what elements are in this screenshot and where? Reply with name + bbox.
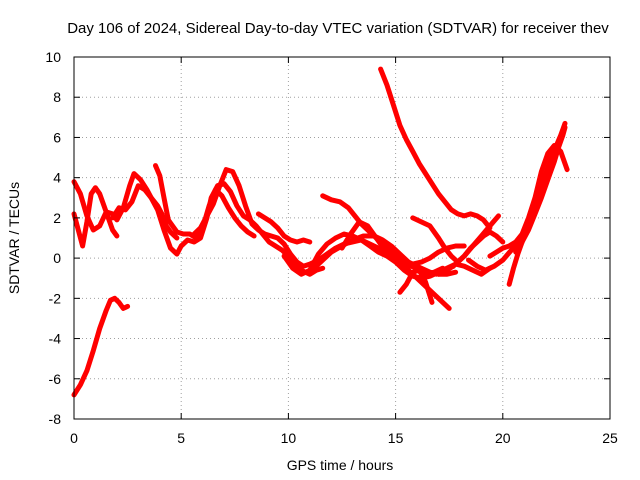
- y-tick-label: 6: [53, 129, 61, 145]
- series-arc-3: [71, 185, 120, 249]
- series-arc-16: [436, 213, 501, 277]
- y-tick-label: 8: [53, 89, 61, 105]
- series-arc-4: [110, 183, 180, 241]
- x-tick-label: 20: [495, 430, 511, 446]
- series-arc-14: [397, 267, 435, 305]
- series-arc-12: [378, 66, 493, 231]
- series-arc-13: [388, 247, 452, 311]
- series-arc-5: [153, 163, 257, 241]
- x-tick-label: 25: [602, 430, 618, 446]
- chart-title: Day 106 of 2024, Sidereal Day-to-day VTE…: [67, 20, 609, 37]
- y-axis-label: SDTVAR / TECUs: [6, 182, 22, 294]
- series-arc-20: [513, 124, 568, 255]
- y-tick-label: -8: [49, 411, 62, 427]
- plot-frame: [73, 56, 611, 420]
- axis-ticks: 0 5 10 15 20 25 -8 -6 -4 -2 0 2 4 6 8 10: [45, 49, 618, 446]
- y-tick-label: -4: [49, 331, 62, 347]
- x-tick-label: 0: [70, 430, 78, 446]
- y-tick-label: 10: [45, 49, 61, 65]
- x-tick-label: 15: [388, 430, 404, 446]
- y-tick-label: 2: [53, 210, 61, 226]
- y-tick-label: 0: [53, 250, 61, 266]
- data-series: [71, 66, 570, 398]
- y-tick-label: -6: [49, 371, 62, 387]
- y-tick-label: 4: [53, 170, 61, 186]
- series-arc-7: [255, 211, 313, 245]
- x-tick-label: 10: [281, 430, 297, 446]
- y-tick-label: -2: [49, 290, 62, 306]
- series-arc-1: [71, 295, 131, 398]
- x-tick-label: 5: [177, 430, 185, 446]
- grid: [74, 57, 610, 419]
- x-axis-label: GPS time / hours: [287, 457, 394, 473]
- series-arc-17: [466, 239, 523, 273]
